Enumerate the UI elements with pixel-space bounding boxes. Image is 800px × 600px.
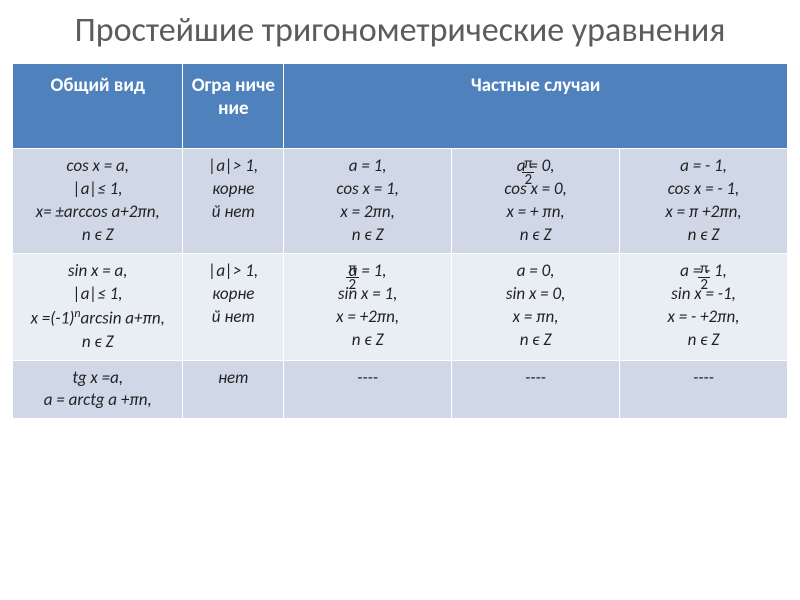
trig-equations-table: Общий вид Огра ниче ние Частные случаи c… xyxy=(12,63,788,419)
table-cell: ---- xyxy=(452,360,620,419)
table-cell: |a|> 1,корней нет xyxy=(183,254,284,360)
table-row: tg x =a,a = arctg a +πn,нет------------ xyxy=(13,360,788,419)
table-row: sin x = a,|a|≤ 1,x =(-1)narcsin a+πn,n ϵ… xyxy=(13,254,788,360)
table-cell: |a|> 1,корней нет xyxy=(183,149,284,254)
table-cell: cos x = a,|a|≤ 1,x= ±arccos a+2πn,n ϵ Z xyxy=(13,149,183,254)
table-cell: a = 0,sin x = 0,x = πn,n ϵ Z xyxy=(452,254,620,360)
table-cell: нет xyxy=(183,360,284,419)
table-row: cos x = a,|a|≤ 1,x= ±arccos a+2πn,n ϵ Z|… xyxy=(13,149,788,254)
table-cell: ---- xyxy=(284,360,452,419)
table-cell: tg x =a,a = arctg a +πn, xyxy=(13,360,183,419)
table-header-row: Общий вид Огра ниче ние Частные случаи xyxy=(13,64,788,149)
table-cell: a = 1,sin x = 1,x = +2πn, n ϵ Zπ2 xyxy=(284,254,452,360)
table-cell: a = 0,cos x = 0,x = + πn, n ϵ Zπ2 xyxy=(452,149,620,254)
col-special-cases: Частные случаи xyxy=(284,64,788,149)
table-cell: a = - 1,sin x = -1,x = - +2πn, n ϵ Zπ2 xyxy=(620,254,788,360)
col-restriction: Огра ниче ние xyxy=(183,64,284,149)
page-title: Простейшие тригонометрические уравнения xyxy=(12,12,788,49)
table-cell: a = 1,cos x = 1,x = 2πn,n ϵ Z xyxy=(284,149,452,254)
table-cell: ---- xyxy=(620,360,788,419)
table-cell: sin x = a,|a|≤ 1,x =(-1)narcsin a+πn,n ϵ… xyxy=(13,254,183,360)
col-general: Общий вид xyxy=(13,64,183,149)
table-cell: a = - 1,cos x = - 1,x = π +2πn, n ϵ Z xyxy=(620,149,788,254)
